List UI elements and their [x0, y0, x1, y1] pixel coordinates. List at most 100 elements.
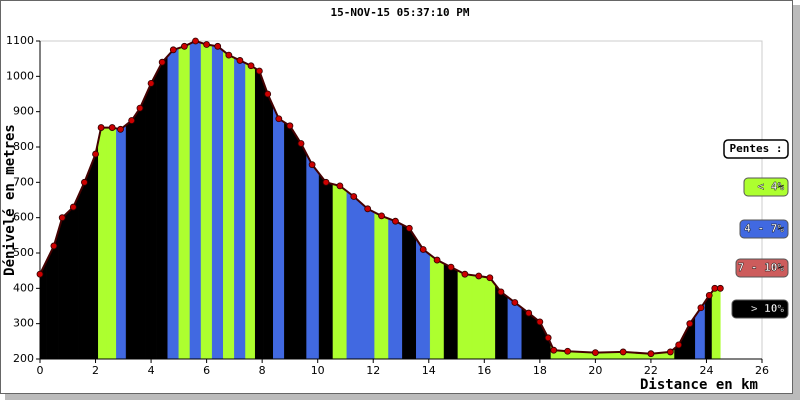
slope-fill [457, 270, 473, 360]
point [686, 320, 694, 328]
x-axis-label: Distance en km [640, 377, 758, 393]
slope-fill [167, 47, 180, 360]
point [264, 90, 272, 98]
slope-fill [106, 127, 117, 360]
point [511, 299, 519, 306]
point [36, 270, 44, 278]
slope-fill [717, 288, 721, 360]
point [461, 270, 469, 278]
y-tick-label: 400 [13, 281, 34, 294]
point [591, 349, 599, 357]
slope-fill [471, 274, 485, 360]
legend-label: 4 - 7% [744, 222, 784, 235]
point [619, 348, 627, 356]
point [392, 217, 399, 225]
x-tick-label: 10 [311, 364, 325, 377]
point [336, 182, 344, 190]
slope-fill [156, 55, 168, 360]
point [203, 41, 211, 48]
point [108, 124, 116, 131]
point [350, 193, 358, 200]
point [705, 291, 713, 299]
x-tick-label: 18 [533, 364, 547, 377]
point [255, 67, 263, 75]
y-tick-label: 200 [13, 352, 34, 365]
y-tick-label: 1100 [6, 34, 34, 47]
point [378, 212, 385, 220]
point [419, 246, 427, 253]
point [675, 341, 683, 349]
slope-fill [178, 43, 191, 360]
point [247, 62, 255, 70]
x-tick-label: 2 [92, 364, 99, 377]
point [158, 58, 166, 66]
point [214, 42, 222, 50]
slope-fill [443, 263, 459, 360]
slope-fill [125, 113, 137, 360]
point [550, 346, 558, 354]
point [405, 224, 413, 232]
slope-fill [254, 67, 264, 360]
legend-title-box [723, 139, 789, 159]
y-tick-label: 700 [13, 175, 34, 188]
point [536, 318, 544, 326]
slope-fill [135, 95, 146, 360]
slope-fill [57, 211, 69, 360]
shadow [5, 394, 800, 400]
slope-fill [711, 288, 718, 360]
chart-title: 15-NOV-15 05:37:10 PM [330, 6, 469, 19]
x-tick-label: 4 [148, 364, 155, 377]
x-tick-label: 14 [422, 364, 436, 377]
point [433, 256, 441, 264]
x-tick-label: 12 [366, 364, 380, 377]
slope-fill [704, 291, 713, 360]
slope-fill [402, 224, 417, 360]
point [128, 117, 136, 124]
slope-fill [306, 153, 320, 360]
slope-fill [145, 72, 157, 360]
slope-fill [416, 238, 431, 360]
slope-fill [388, 218, 403, 360]
point [69, 203, 77, 211]
slope-fill [211, 45, 224, 360]
point [58, 214, 66, 222]
y-tick-label: 500 [13, 246, 34, 259]
point [136, 104, 144, 112]
point [716, 284, 724, 292]
point [364, 205, 372, 213]
point [308, 161, 316, 169]
slope-fill [360, 202, 375, 360]
slope-fill [98, 127, 107, 360]
x-tick-label: 16 [477, 364, 491, 377]
point [497, 288, 505, 296]
x-tick-label: 20 [588, 364, 602, 377]
point [50, 242, 58, 250]
slope-fill [284, 121, 296, 360]
legend-swatch [735, 258, 789, 278]
slope-fill [245, 62, 256, 360]
point [147, 80, 155, 87]
point [225, 51, 233, 59]
x-tick-label: 26 [755, 364, 769, 377]
point [297, 140, 305, 147]
slope-fill [374, 211, 389, 360]
y-tick-label: 1000 [6, 69, 34, 82]
x-tick-label: 24 [699, 364, 713, 377]
point [286, 122, 294, 130]
point [236, 57, 244, 64]
point [647, 350, 655, 358]
x-tick-label: 8 [259, 364, 266, 377]
point [97, 124, 105, 131]
point [544, 334, 552, 342]
slope-fill [223, 50, 235, 360]
point [81, 178, 88, 186]
slope-fill [263, 82, 274, 360]
slope-fill [273, 106, 285, 360]
slope-fill [318, 172, 334, 360]
x-tick-label: 22 [644, 364, 658, 377]
point [711, 284, 719, 292]
x-tick-label: 0 [37, 364, 44, 377]
point [117, 125, 124, 133]
point [525, 309, 533, 317]
